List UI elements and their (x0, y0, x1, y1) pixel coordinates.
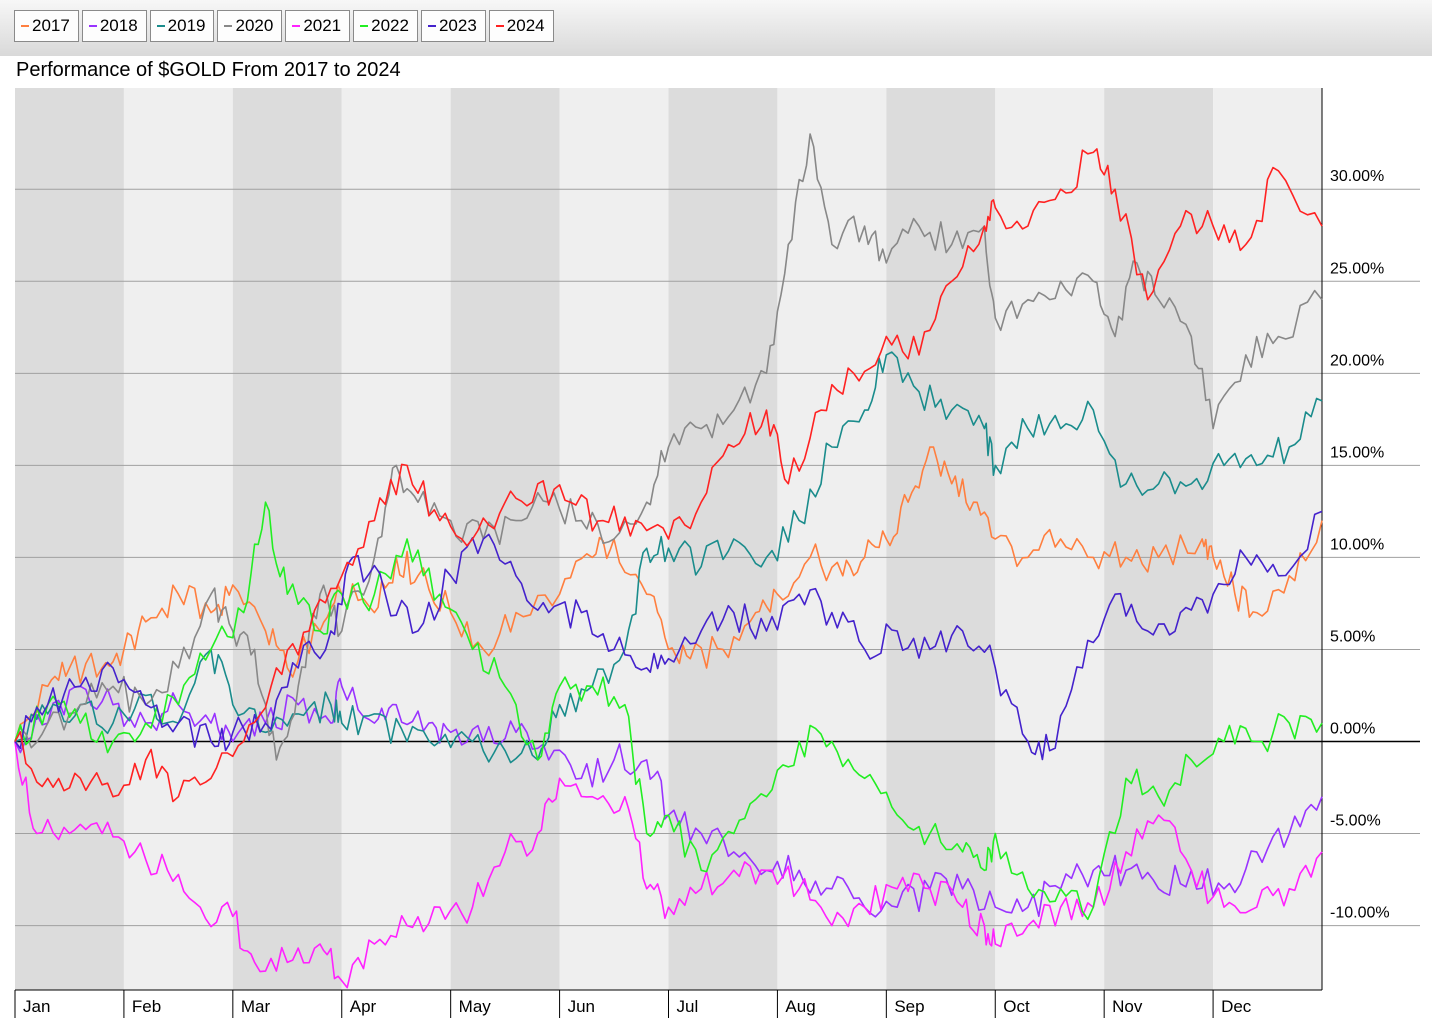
month-band (123, 88, 233, 990)
month-band (1104, 88, 1214, 990)
legend-label: 2023 (438, 16, 477, 35)
y-tick-label: -5.00% (1330, 813, 1381, 830)
x-tick-label: Apr (350, 997, 377, 1016)
month-band (777, 88, 887, 990)
series-line-2021 (14, 741, 1323, 989)
legend-swatch (224, 25, 233, 27)
legend-swatch (21, 25, 29, 27)
legend-button-2022[interactable]: 2022 (353, 10, 418, 42)
series-line-2017 (14, 446, 1323, 742)
x-tick-label: Jun (568, 997, 595, 1016)
legend-button-2020[interactable]: 2020 (217, 10, 283, 42)
y-tick-label: 0.00% (1330, 720, 1375, 737)
y-tick-label: 10.00% (1330, 536, 1384, 553)
y-tick-label: 30.00% (1330, 168, 1384, 185)
series-legend: 2017 2018 2019 2020 2021 2022 2023 2024 (14, 10, 554, 42)
legend-swatch (88, 25, 97, 27)
legend-button-2017[interactable]: 2017 (14, 10, 79, 42)
legend-label: 2021 (303, 16, 342, 35)
legend-button-2018[interactable]: 2018 (81, 10, 147, 42)
y-tick-label: 5.00% (1330, 628, 1375, 645)
x-tick-label: Feb (132, 997, 161, 1016)
legend-swatch (427, 25, 436, 27)
month-band (232, 88, 342, 990)
month-band (15, 88, 124, 990)
x-tick-label: Jul (677, 997, 699, 1016)
legend-swatch (360, 25, 369, 27)
month-band (995, 88, 1105, 990)
month-band (450, 88, 560, 990)
x-tick-label: Jan (23, 997, 50, 1016)
x-tick-label: Nov (1112, 997, 1143, 1016)
x-tick-label: Mar (241, 997, 271, 1016)
x-tick-label: Dec (1221, 997, 1252, 1016)
x-tick-label: May (459, 997, 492, 1016)
legend-swatch (292, 25, 301, 27)
legend-button-2021[interactable]: 2021 (285, 10, 351, 42)
legend-label: 2017 (32, 16, 70, 35)
legend-label: 2020 (235, 16, 274, 35)
series-line-2019 (14, 351, 1323, 764)
legend-toolbar: 2017 2018 2019 2020 2021 2022 2023 2024 (0, 0, 1432, 56)
legend-label: 2019 (167, 16, 206, 35)
y-tick-label: -10.00% (1330, 905, 1390, 922)
legend-label: 2024 (506, 16, 545, 35)
month-band (1213, 88, 1322, 990)
legend-button-2023[interactable]: 2023 (420, 10, 486, 42)
y-tick-label: 20.00% (1330, 352, 1384, 369)
y-tick-label: 25.00% (1330, 260, 1384, 277)
series-line-2023 (14, 510, 1323, 761)
x-tick-label: Sep (894, 997, 924, 1016)
month-band (341, 88, 451, 990)
series-line-2020 (14, 133, 1323, 761)
legend-label: 2022 (371, 16, 409, 35)
x-tick-label: Aug (785, 997, 815, 1016)
series-line-2018 (14, 677, 1323, 918)
legend-button-2019[interactable]: 2019 (149, 10, 215, 42)
chart-title: Performance of $GOLD From 2017 to 2024 (16, 59, 401, 81)
series-line-2022 (14, 501, 1323, 921)
legend-swatch (495, 25, 504, 27)
x-tick-label: Oct (1003, 997, 1030, 1016)
legend-button-2024[interactable]: 2024 (488, 10, 554, 42)
y-tick-label: 15.00% (1330, 444, 1384, 461)
series-line-2024 (14, 148, 1323, 803)
legend-label: 2018 (99, 16, 138, 35)
legend-swatch (156, 25, 165, 27)
